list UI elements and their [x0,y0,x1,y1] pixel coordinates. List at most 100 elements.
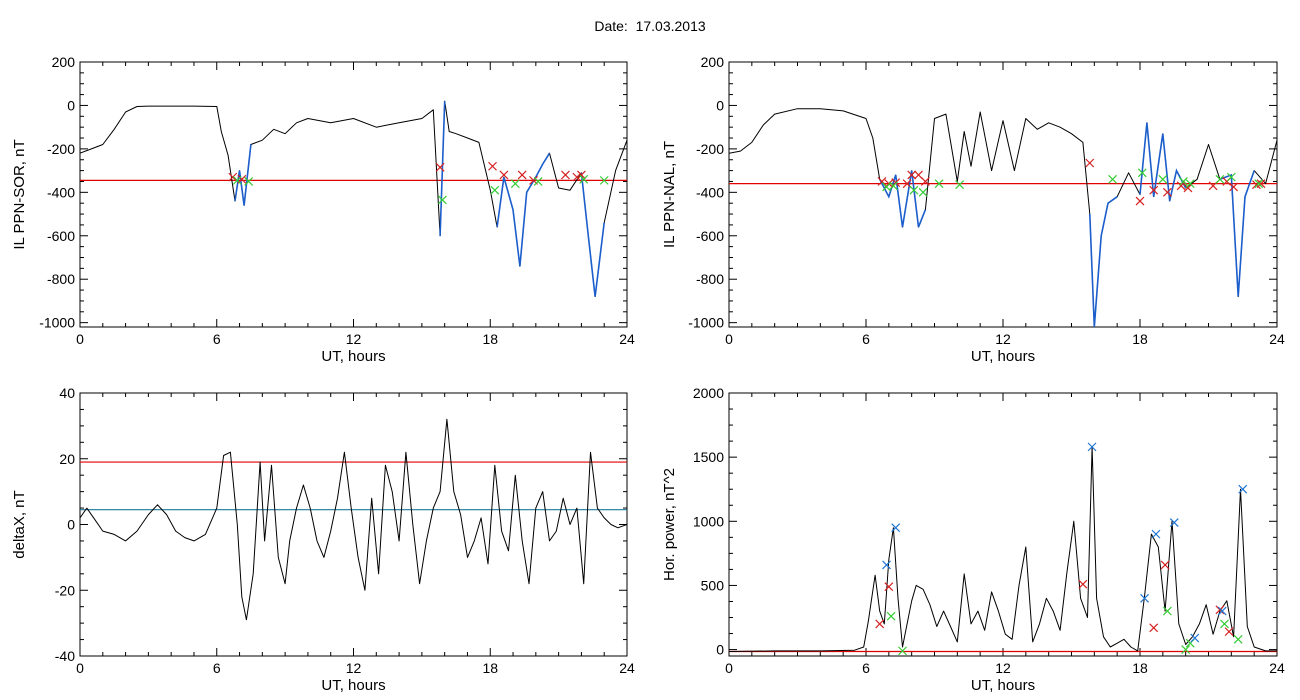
y-tick-label: -600 [47,228,75,244]
marker-red [435,162,445,172]
marker-red [914,170,923,180]
y-tick-label: 40 [59,385,75,401]
marker-red [561,170,570,180]
x-tick-label: 0 [725,660,733,676]
y-tick-label: -400 [47,184,75,200]
marker-red [907,170,917,180]
marker-green [490,185,500,195]
highlight-segment [1139,122,1187,202]
plot-frame [728,61,1278,328]
chart-ppn-nal: 0 6 12 18 24 -1000 -800 -600 -400 -200 0 200 UT, hou… [661,54,1285,365]
marker-red [1256,179,1266,189]
y-tick-label: -20 [55,582,75,598]
marker-red [1160,560,1170,570]
plot-frame [728,392,1278,657]
marker-green [579,174,589,184]
y-tick-label: -1000 [688,315,724,331]
marker-blue [1169,518,1179,527]
marker-green [1158,174,1168,184]
marker-green [909,185,919,195]
marker-green [533,177,543,186]
marker-blue [882,560,891,570]
marker-red [1149,623,1159,633]
data-line [80,418,627,621]
marker-red [1224,627,1234,637]
marker-green [244,177,254,186]
x-tick-label: 6 [213,660,221,676]
marker-red [1162,187,1172,197]
marker-red [920,177,930,186]
marker-green [599,175,609,185]
x-tick-label: 6 [862,331,870,347]
marker-blue [1217,606,1227,616]
y-tick-label: -40 [55,648,75,664]
marker-blue [891,523,901,533]
marker-red [572,172,582,182]
marker-green [1137,168,1147,178]
highlight-segment [1219,170,1255,297]
marker-red [1208,181,1218,191]
data-line [729,108,1277,327]
marker-red [1183,183,1193,193]
marker-green [888,181,898,191]
plot-area [729,442,1277,656]
y-axis-label: Hor. power, nT^2 [661,468,678,581]
y-tick-label: 0 [716,97,724,113]
y-tick-label: 200 [52,54,76,70]
chart-hor-power: 0 6 12 18 24 0 500 1000 1500 2000 UT, hours Hor. po… [661,385,1285,694]
marker-green [934,179,944,189]
y-tick-label: 200 [701,54,725,70]
y-tick-label: -800 [696,271,724,287]
x-tick-label: 24 [1269,331,1285,347]
marker-green [1178,177,1188,186]
x-tick-label: 18 [1132,660,1148,676]
x-tick-label: 6 [862,660,870,676]
plot-area [80,100,627,298]
marker-red [1149,185,1159,195]
highlight-segment [439,101,446,236]
marker-red [884,582,894,592]
y-tick-label: -600 [696,228,724,244]
marker-green [510,179,520,189]
marker-green [1233,634,1243,644]
plot-area [80,418,627,621]
highlight-segment [496,152,551,267]
marker-red [517,170,527,180]
marker-green [1108,174,1118,184]
y-tick-label: 0 [67,97,75,113]
marker-green [1162,606,1172,616]
marker-blue [1140,593,1149,603]
marker-green [898,646,907,656]
x-tick-label: 24 [619,331,635,347]
marker-green [232,175,242,185]
x-tick-label: 0 [725,331,733,347]
marker-red [499,170,509,180]
x-tick-label: 24 [1269,660,1285,676]
marker-green [1254,179,1264,189]
y-tick-label: -1000 [39,315,75,331]
marker-red [1135,196,1145,206]
chart-ppn-sor: 0 6 12 18 24 -1000 -800 -600 -400 -200 0 200 UT, hou… [11,54,635,365]
y-tick-label: 1000 [693,513,724,529]
plot-frame [79,61,628,328]
y-axis-label: IL PPN-NAL, nT [661,141,678,248]
y-tick-label: 20 [59,451,75,467]
y-tick-label: -200 [696,141,724,157]
x-tick-label: 0 [76,331,84,347]
marker-red [1176,181,1186,191]
y-tick-label: -400 [696,184,724,200]
x-tick-label: 12 [346,331,362,347]
marker-green [437,195,447,205]
marker-red [1215,605,1225,615]
marker-blue [1087,442,1097,452]
x-tick-label: 12 [995,331,1011,347]
x-axis-label: UT, hours [321,348,385,365]
marker-red [228,172,238,182]
marker-red [576,170,586,180]
marker-blue [1238,484,1248,494]
highlight-segment [580,172,605,297]
x-tick-label: 18 [1132,331,1148,347]
chart-deltax: 0 6 12 18 24 -40 -20 0 20 40 UT, hours deltaX, nT [11,385,635,694]
marker-green [1215,174,1225,184]
marker-red [1078,579,1088,589]
